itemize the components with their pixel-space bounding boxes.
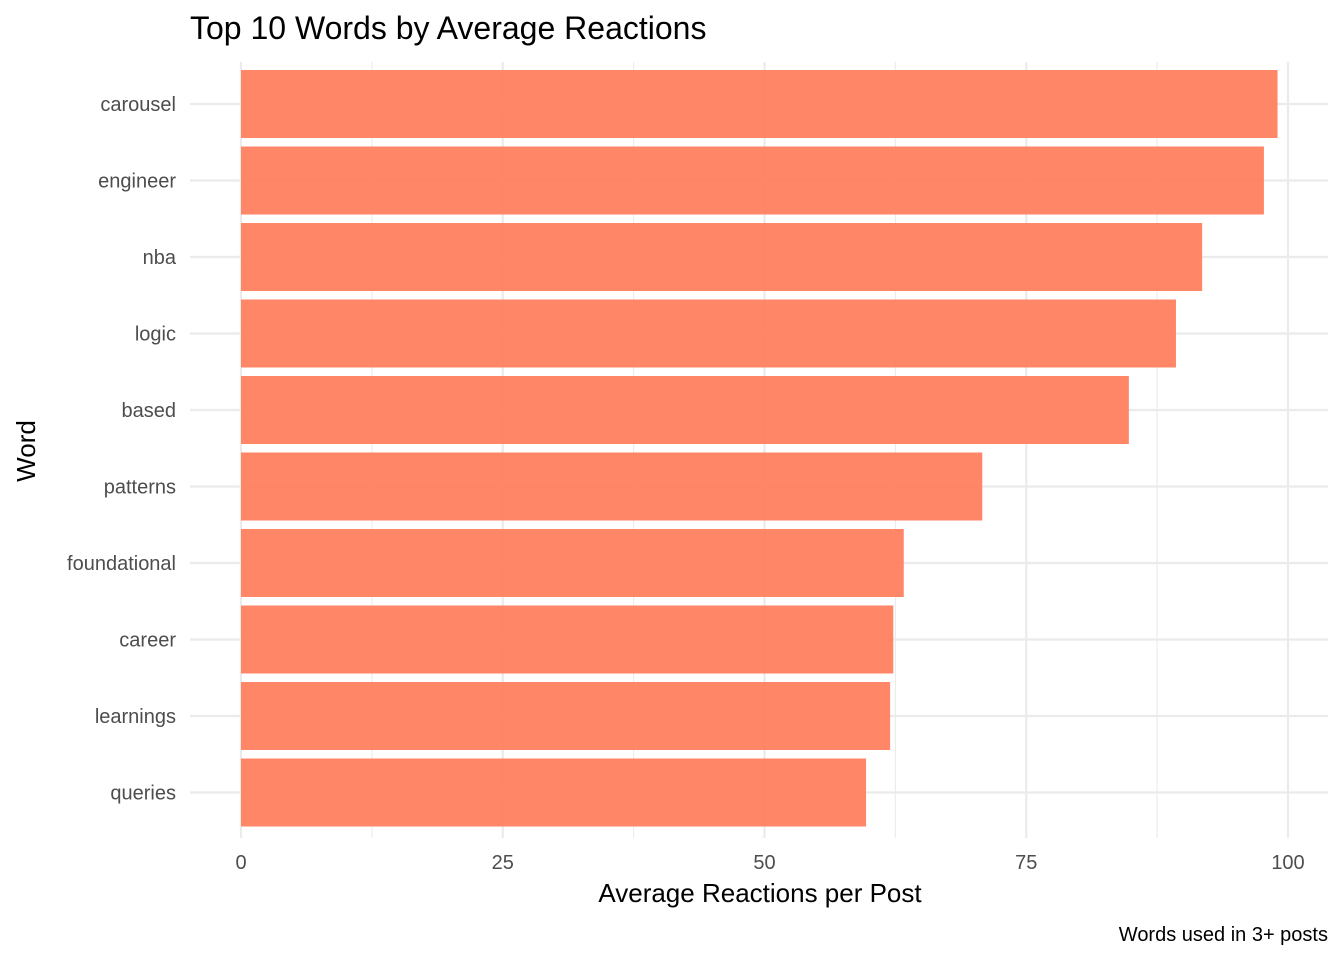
bars [241,70,1278,827]
y-tick-label: queries [110,783,176,805]
y-tick-label: patterns [104,477,176,499]
y-tick-label: foundational [67,553,176,575]
y-tick-label: nba [143,247,177,269]
x-tick-label: 100 [1271,852,1304,874]
bar-based [241,376,1129,444]
y-tick-label: engineer [98,171,176,193]
bar-logic [241,299,1176,368]
bar-career [241,605,894,674]
y-axis-title: Word [11,420,41,482]
bar-foundational [241,529,904,597]
x-tick-label: 25 [492,852,514,874]
y-tick-label: career [119,630,176,652]
y-tick-label: learnings [95,706,176,728]
bar-queries [241,758,867,827]
chart-caption: Words used in 3+ posts [1119,924,1328,946]
y-tick-label: carousel [100,94,176,116]
x-tick-labels: 0 25 50 75 100 [235,852,1304,874]
bar-carousel [241,70,1278,138]
bar-patterns [241,452,983,521]
bar-nba [241,223,1203,291]
x-axis-title: Average Reactions per Post [598,878,922,908]
bar-learnings [241,682,891,750]
x-tick-label: 50 [753,852,775,874]
y-tick-label: based [122,400,177,422]
x-tick-label: 0 [235,852,246,874]
chart-title: Top 10 Words by Average Reactions [190,10,706,46]
y-tick-label: logic [135,324,176,346]
y-tick-labels: carousel engineer nba logic based patterns fou… [67,94,177,805]
x-tick-label: 75 [1015,852,1037,874]
bar-engineer [241,146,1264,215]
